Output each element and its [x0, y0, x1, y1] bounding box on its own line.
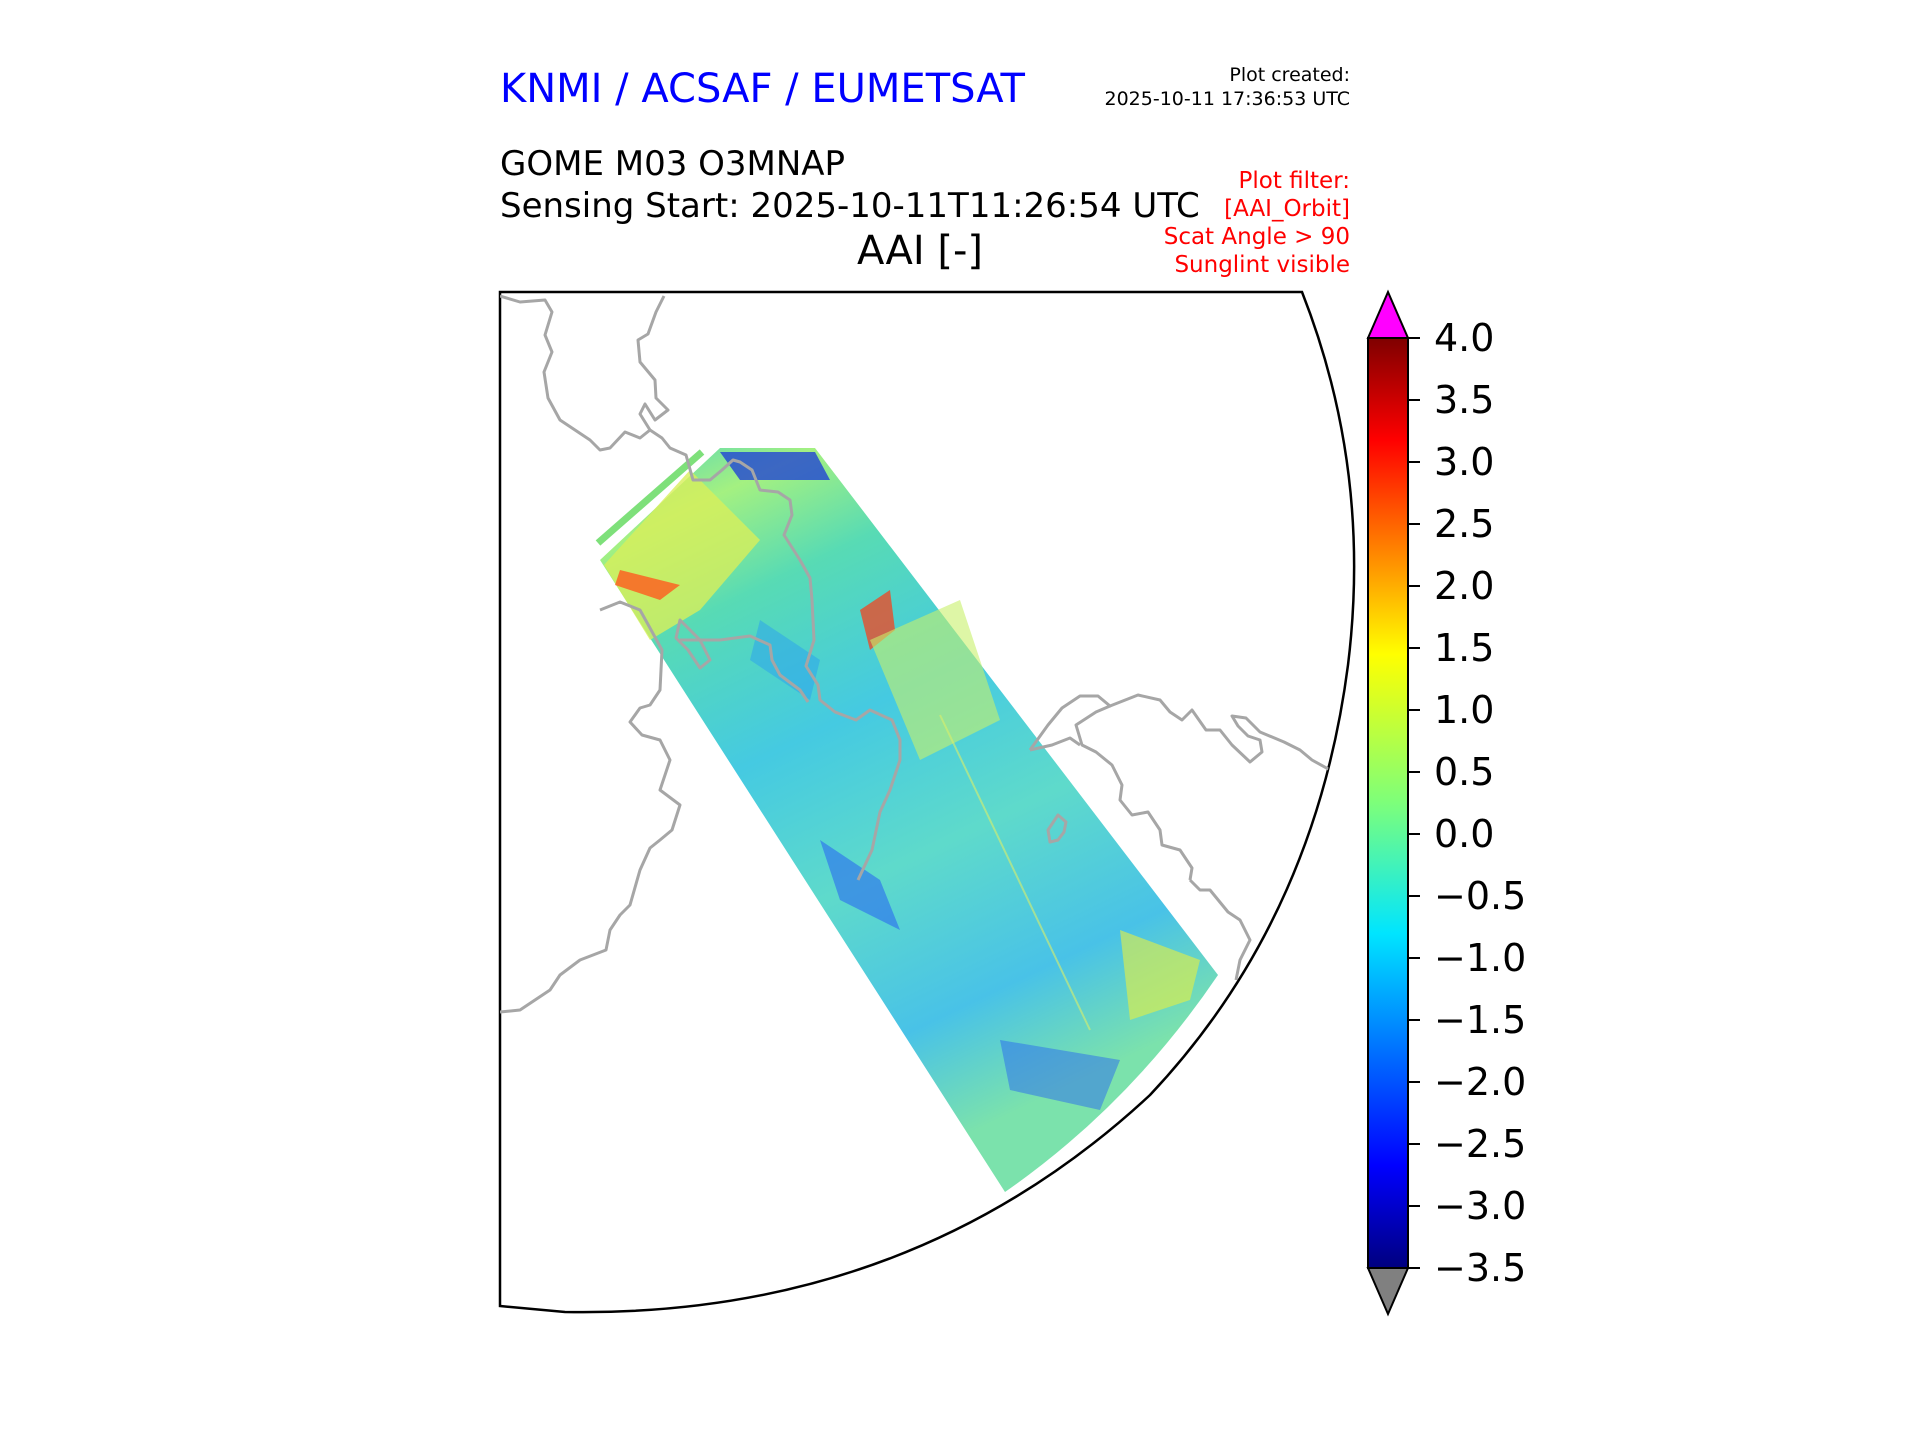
variable-title: AAI [-] [857, 228, 983, 274]
stray-scanline [595, 449, 705, 546]
colorbar-gradient [1367, 337, 1409, 1269]
credit-title: KNMI / ACSAF / EUMETSAT [500, 66, 1025, 112]
aai-swath [600, 448, 1218, 1192]
plot-created-label: Plot created: [1229, 64, 1350, 86]
plot-created-time: 2025-10-11 17:36:53 UTC [1104, 88, 1351, 110]
colorbar-tick-label: 2.0 [1434, 564, 1494, 608]
colorbar-tick-label: −3.0 [1434, 1184, 1526, 1228]
plot-filter-line: Sunglint visible [1174, 252, 1350, 278]
colorbar-tick-label: 3.0 [1434, 440, 1494, 484]
colorbar-tick-label: 1.5 [1434, 626, 1494, 670]
product-title: GOME M03 O3MNAP [500, 144, 846, 184]
colorbar-tick-label: 3.5 [1434, 378, 1494, 422]
colorbar-under-extension [1366, 1267, 1410, 1317]
plot-filter-line: Plot filter: [1238, 168, 1350, 194]
high-aai-patch [1120, 930, 1200, 1020]
high-aai-patch [604, 470, 760, 640]
coastlines [500, 294, 1331, 1014]
colorbar: 4.0 3.5 3.0 2.5 2.0 1.5 1.0 0.5 0.0 −0.5 −1.0 −1.5 −… [1366, 289, 1526, 1317]
colorbar-tick-label: −2.5 [1434, 1122, 1526, 1166]
colorbar-tick-label: 2.5 [1434, 502, 1494, 546]
colorbar-tick-label: 0.0 [1434, 812, 1494, 856]
high-aai-patch [870, 600, 1000, 760]
colorbar-tick-label: 1.0 [1434, 688, 1494, 732]
high-aai-patch [615, 570, 680, 600]
low-aai-patch [1000, 1040, 1120, 1110]
plot-filter-line: Scat Angle > 90 [1163, 224, 1350, 250]
low-aai-patch [750, 620, 820, 700]
sensing-start: Sensing Start: 2025-10-11T11:26:54 UTC [500, 186, 1200, 226]
colorbar-ticks: 4.0 3.5 3.0 2.5 2.0 1.5 1.0 0.5 0.0 −0.5 −1.0 −1.5 −… [1408, 316, 1526, 1290]
colorbar-tick-label: −1.5 [1434, 998, 1526, 1042]
colorbar-tick-label: −0.5 [1434, 874, 1526, 918]
colorbar-tick-label: 0.5 [1434, 750, 1494, 794]
colorbar-tick-label: −2.0 [1434, 1060, 1526, 1104]
low-aai-patch [720, 452, 830, 480]
plot-filter-line: [AAI_Orbit] [1224, 196, 1350, 222]
colorbar-tick-label: 4.0 [1434, 316, 1494, 360]
colorbar-tick-label: −3.5 [1434, 1246, 1526, 1290]
low-aai-patch [820, 840, 900, 930]
colorbar-over-extension [1366, 289, 1410, 339]
colorbar-tick-label: −1.0 [1434, 936, 1526, 980]
swath-centre-line [939, 714, 1091, 1031]
